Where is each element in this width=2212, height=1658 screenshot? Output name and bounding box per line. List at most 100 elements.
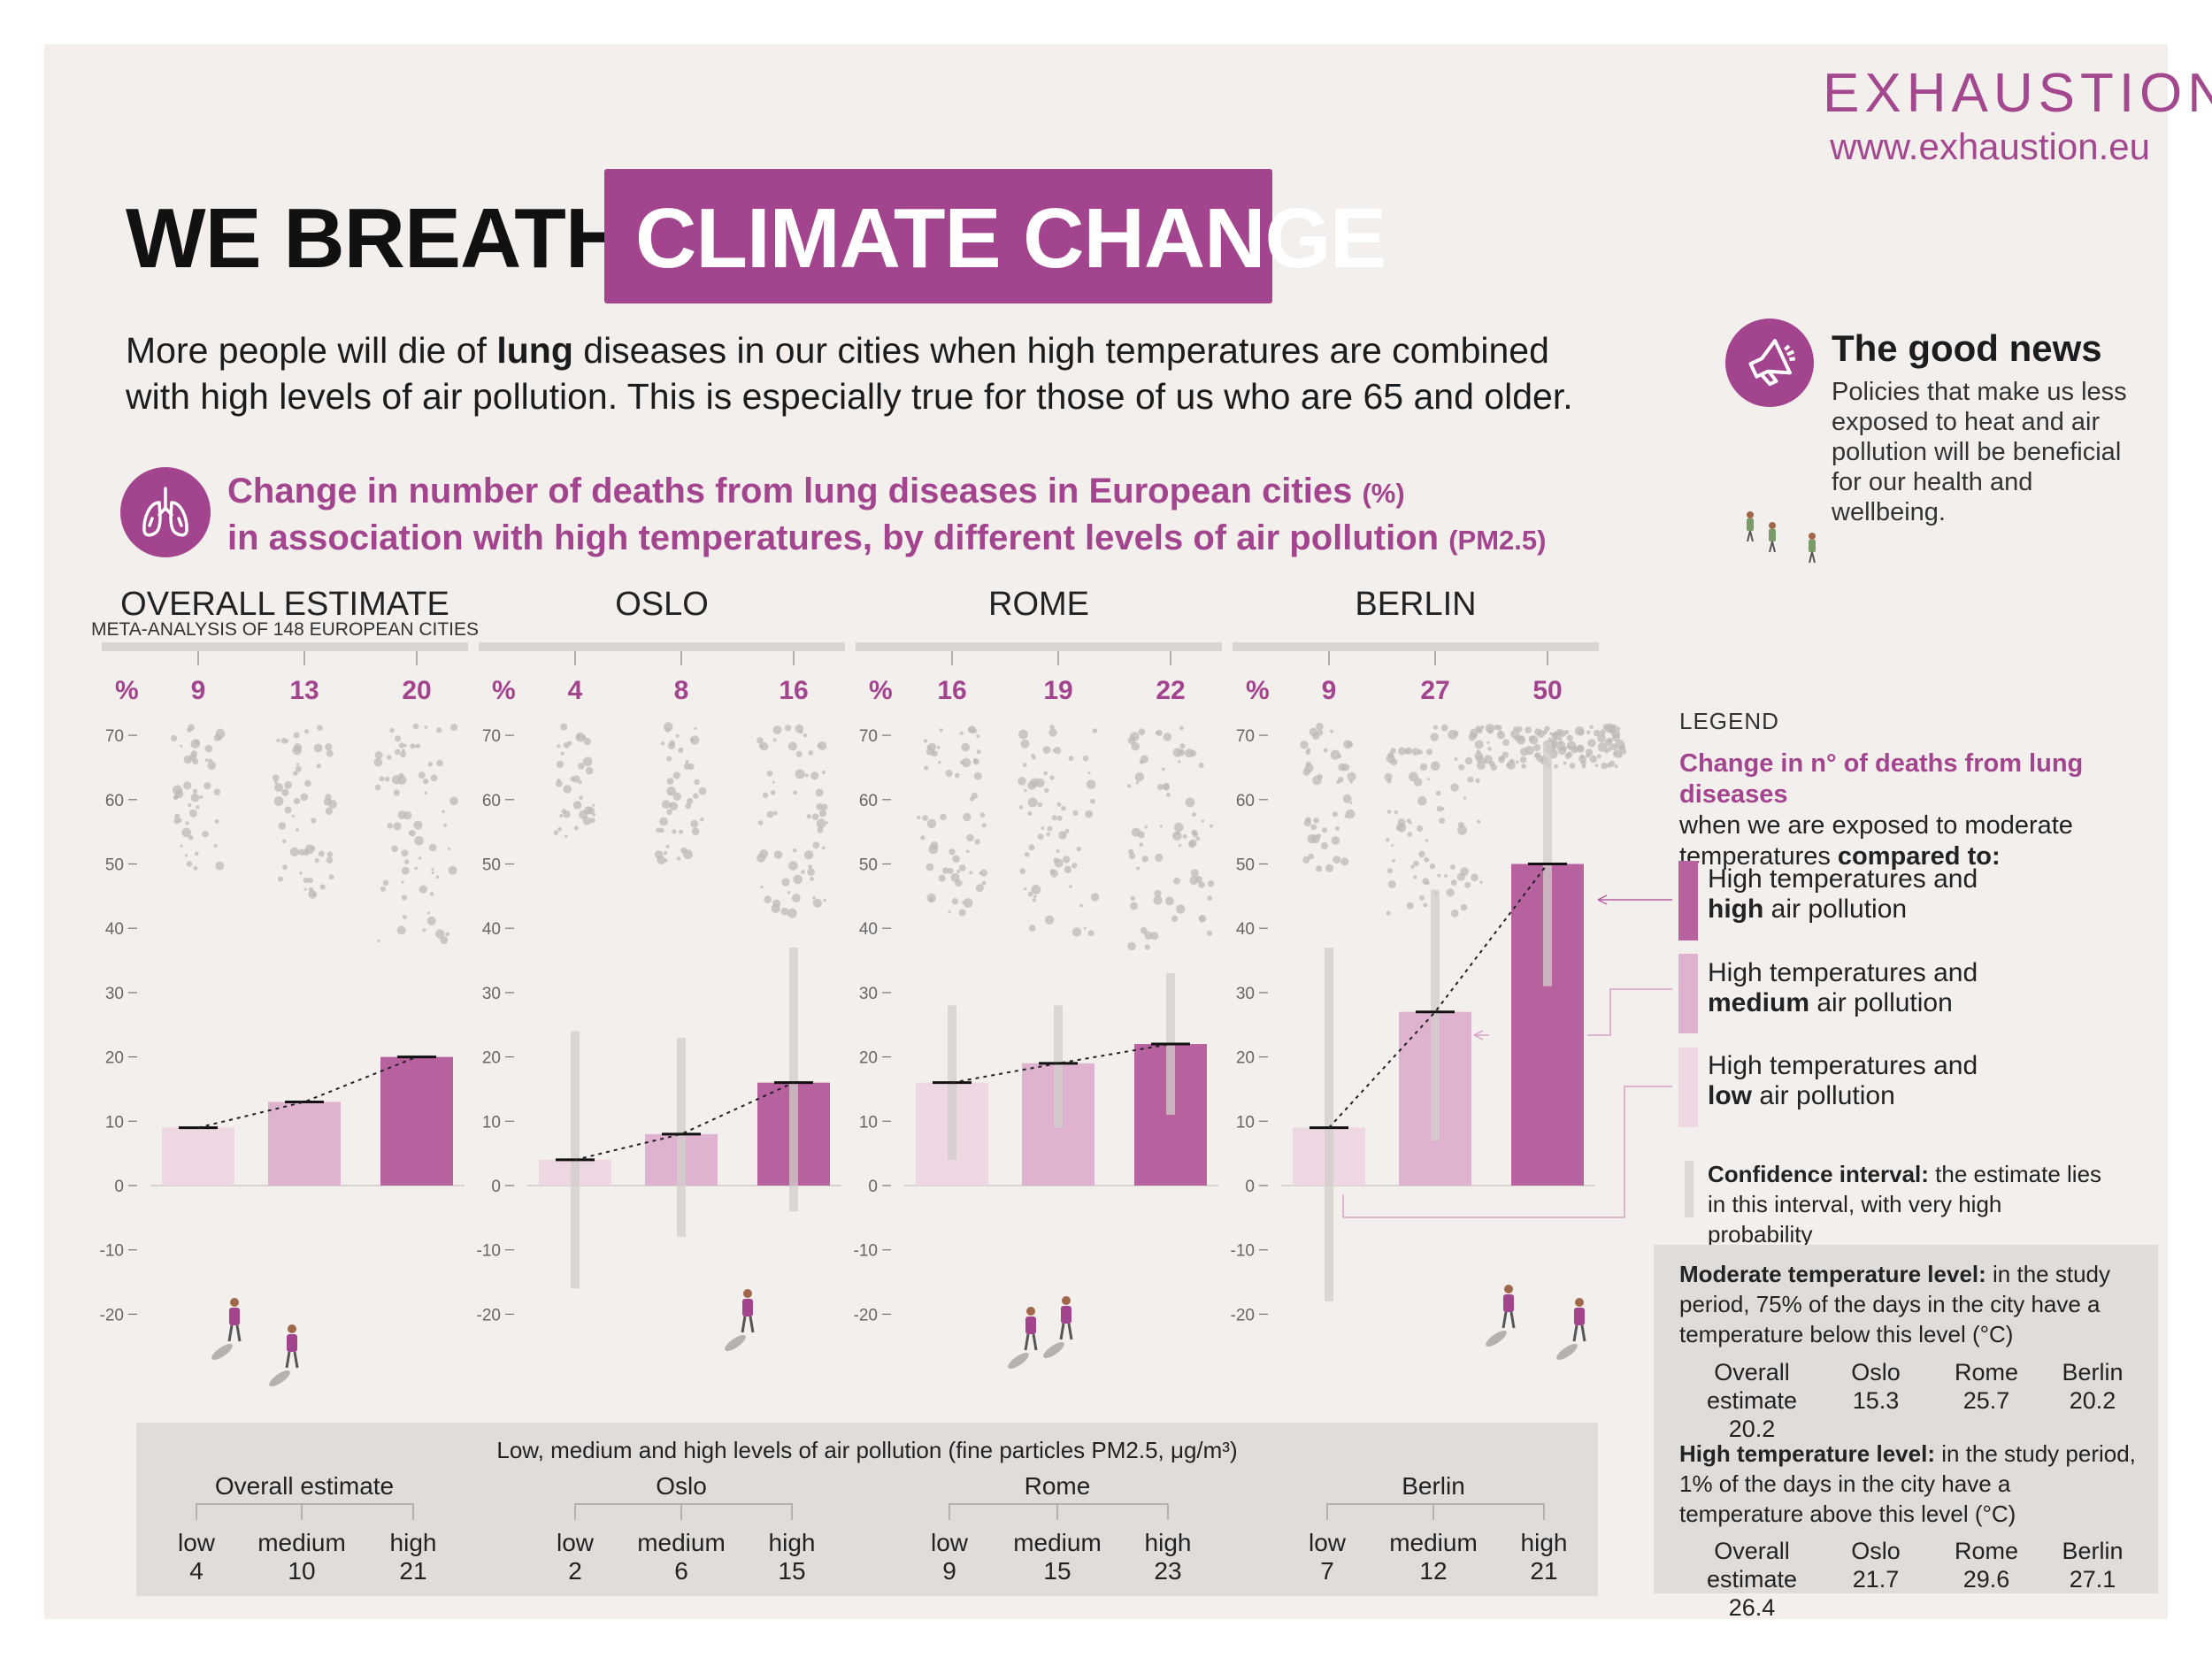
pollution-dot [679, 829, 684, 834]
pollution-dot [806, 814, 811, 819]
pollution-dot [1087, 930, 1094, 937]
pollution-dot [1162, 782, 1171, 791]
pollution-dot [419, 885, 427, 894]
pollution-dot [956, 870, 961, 873]
pollution-dot [1317, 729, 1324, 736]
y-tick-label: 0 [868, 1178, 878, 1196]
pollution-dot [563, 785, 572, 794]
pollution-dot [1460, 903, 1468, 911]
pollution-dot [280, 738, 288, 744]
pollution-dot [963, 812, 972, 822]
pollution-dot [1085, 810, 1093, 818]
pollution-cell: medium 10 [249, 1529, 355, 1585]
pollution-dot [303, 877, 310, 883]
pollution-dot [961, 757, 972, 768]
pollution-dot [766, 771, 773, 777]
y-tick-label: -20 [1231, 1306, 1255, 1324]
y-tick-label: 40 [482, 920, 501, 939]
pollution-dot [291, 814, 295, 817]
pollution-value: 21 [1530, 1557, 1558, 1585]
pollution-dot [1053, 857, 1059, 864]
pollution-dot [436, 759, 443, 767]
pollution-dot [177, 817, 182, 823]
pollution-dot [1090, 798, 1095, 804]
pollution-dot [1144, 944, 1150, 950]
pollution-dot [694, 726, 697, 731]
pollution-dot [810, 771, 819, 780]
pollution-dot [938, 761, 941, 764]
value-label-medium: 19 [1043, 676, 1072, 705]
pollution-dot [1394, 810, 1399, 815]
pollution-dot [394, 748, 401, 756]
y-tick-label: 30 [482, 985, 501, 1003]
y-tick-label: 10 [482, 1113, 501, 1132]
pollution-dot [583, 737, 591, 746]
figure-leg [1509, 1311, 1516, 1329]
pollution-dot [683, 849, 693, 860]
moderate-col-label: Oslo [1851, 1359, 1901, 1386]
pollution-dot [1390, 748, 1396, 754]
chart-heading-line2: in association with high temperatures, b… [227, 518, 1440, 557]
figure-shadow [725, 1334, 746, 1352]
pollution-dot [958, 909, 966, 917]
pollution-dot [1309, 727, 1318, 737]
pollution-dot [973, 771, 982, 780]
legend-subtitle-bold: compared to: [1837, 842, 2001, 871]
y-tick-label: 20 [859, 1049, 878, 1068]
pollution-dot [1092, 728, 1098, 733]
pollution-dot [1347, 741, 1354, 748]
pollution-dot [1333, 856, 1341, 864]
pollution-dot [1128, 848, 1134, 855]
pollution-dot [926, 747, 935, 756]
y-tick-label: 10 [1236, 1113, 1255, 1132]
pollution-dot [788, 861, 798, 871]
pollution-dot [979, 812, 986, 817]
moderate-col-rome: Rome 25.7 [1938, 1358, 2035, 1415]
pollution-dot [1418, 894, 1425, 901]
pollution-dot [193, 866, 198, 871]
pollution-dot [402, 915, 407, 920]
pollution-dot [959, 760, 964, 765]
pollution-dot [686, 797, 694, 805]
pollution-dot [276, 738, 280, 743]
pollution-dot [1516, 760, 1519, 764]
pollution-cell: medium 15 [1004, 1529, 1110, 1585]
figure-body [1503, 1294, 1514, 1312]
pollution-dot [1345, 809, 1356, 819]
pollution-dot [1409, 771, 1418, 782]
pollution-dot [917, 815, 921, 820]
brand-url[interactable]: www.exhaustion.eu [1830, 126, 2150, 167]
pollution-dot [812, 841, 820, 849]
pollution-dot [1417, 825, 1424, 833]
figure-body [1809, 540, 1816, 552]
pollution-dot [1138, 728, 1146, 736]
pollution-dot [1602, 724, 1609, 731]
pollution-dot [387, 755, 392, 760]
pollution-dot [1454, 757, 1458, 761]
high-col-oslo: Oslo 21.7 [1832, 1537, 1920, 1593]
pollution-dot [1485, 724, 1495, 733]
pollution-dot [1134, 771, 1145, 782]
pollution-dot [435, 929, 445, 939]
pollution-value: 6 [674, 1557, 688, 1585]
pollution-dot [1058, 831, 1067, 840]
pollution-dot [1494, 724, 1500, 731]
pollution-dot [665, 844, 670, 849]
pollution-dot [685, 802, 691, 810]
figure-shadow [1043, 1341, 1064, 1359]
pollution-dot [1178, 760, 1181, 764]
pollution-dot [1403, 748, 1409, 755]
pollution-dot [413, 820, 423, 830]
pollution-dot [818, 810, 827, 817]
figure-head [1747, 511, 1754, 518]
y-tick-label: -10 [100, 1242, 124, 1261]
person-figure-icon [725, 1289, 755, 1352]
pollution-dot [1611, 729, 1621, 739]
pollution-value: 12 [1419, 1557, 1448, 1585]
y-tick-label: 50 [482, 856, 501, 875]
pollution-dot [557, 744, 561, 748]
pollution-dot [1552, 731, 1562, 741]
pollution-dot [1502, 739, 1509, 746]
pollution-dot [1159, 825, 1163, 828]
pollution-dot [955, 772, 960, 779]
